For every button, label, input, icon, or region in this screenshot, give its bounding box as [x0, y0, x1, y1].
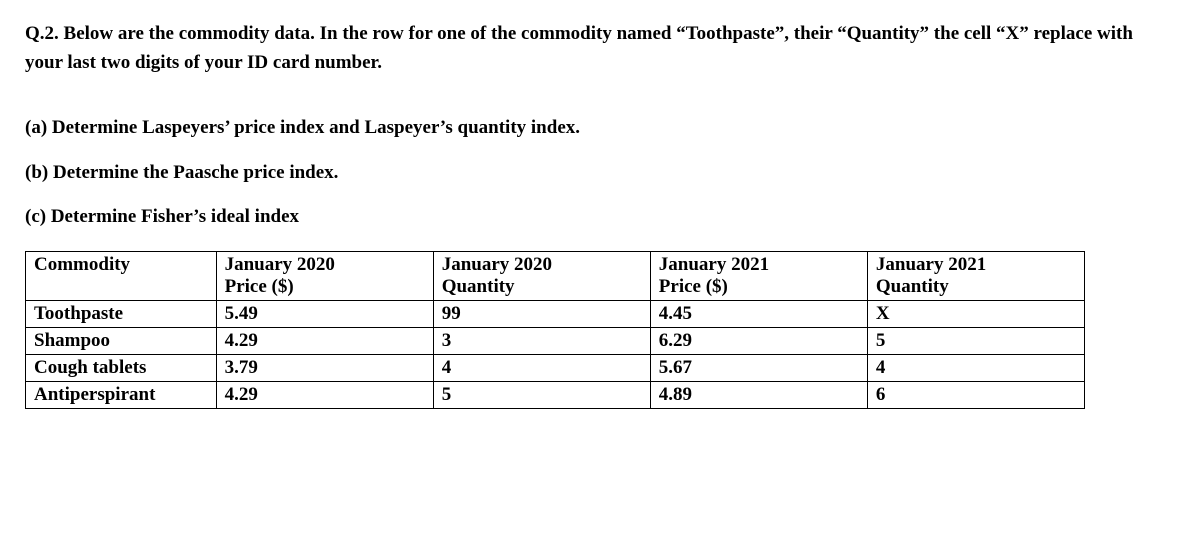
jan2020-qty-header: January 2020Quantity	[433, 251, 650, 300]
table-row: Shampoo 4.29 3 6.29 5	[26, 327, 1085, 354]
sub-question-c: (c) Determine Fisher’s ideal index	[25, 204, 1156, 231]
table-row: Cough tablets 3.79 4 5.67 4	[26, 354, 1085, 381]
price-2020-cell: 5.49	[216, 300, 433, 327]
table-row: Toothpaste 5.49 99 4.45 X	[26, 300, 1085, 327]
commodity-cell: Antiperspirant	[26, 381, 217, 408]
price-2020-cell: 4.29	[216, 327, 433, 354]
commodity-header: Commodity	[26, 251, 217, 300]
commodity-cell: Shampoo	[26, 327, 217, 354]
qty-2021-cell: X	[867, 300, 1084, 327]
price-2020-cell: 3.79	[216, 354, 433, 381]
commodity-cell: Toothpaste	[26, 300, 217, 327]
sub-question-b: (b) Determine the Paasche price index.	[25, 160, 1156, 187]
price-2021-cell: 5.67	[650, 354, 867, 381]
jan2020-price-header: January 2020Price ($)	[216, 251, 433, 300]
commodity-cell: Cough tablets	[26, 354, 217, 381]
qty-2021-cell: 6	[867, 381, 1084, 408]
qty-2020-cell: 99	[433, 300, 650, 327]
table-header-row: Commodity January 2020Price ($) January …	[26, 251, 1085, 300]
qty-2020-cell: 5	[433, 381, 650, 408]
jan2021-price-header: January 2021Price ($)	[650, 251, 867, 300]
jan2021-qty-header: January 2021Quantity	[867, 251, 1084, 300]
qty-2021-cell: 4	[867, 354, 1084, 381]
commodity-table: Commodity January 2020Price ($) January …	[25, 251, 1085, 409]
price-2021-cell: 4.45	[650, 300, 867, 327]
qty-2020-cell: 4	[433, 354, 650, 381]
sub-question-a: (a) Determine Laspeyers’ price index and…	[25, 115, 1156, 142]
price-2021-cell: 6.29	[650, 327, 867, 354]
qty-2020-cell: 3	[433, 327, 650, 354]
price-2020-cell: 4.29	[216, 381, 433, 408]
question-intro: Q.2. Below are the commodity data. In th…	[25, 20, 1156, 77]
table-row: Antiperspirant 4.29 5 4.89 6	[26, 381, 1085, 408]
qty-2021-cell: 5	[867, 327, 1084, 354]
price-2021-cell: 4.89	[650, 381, 867, 408]
